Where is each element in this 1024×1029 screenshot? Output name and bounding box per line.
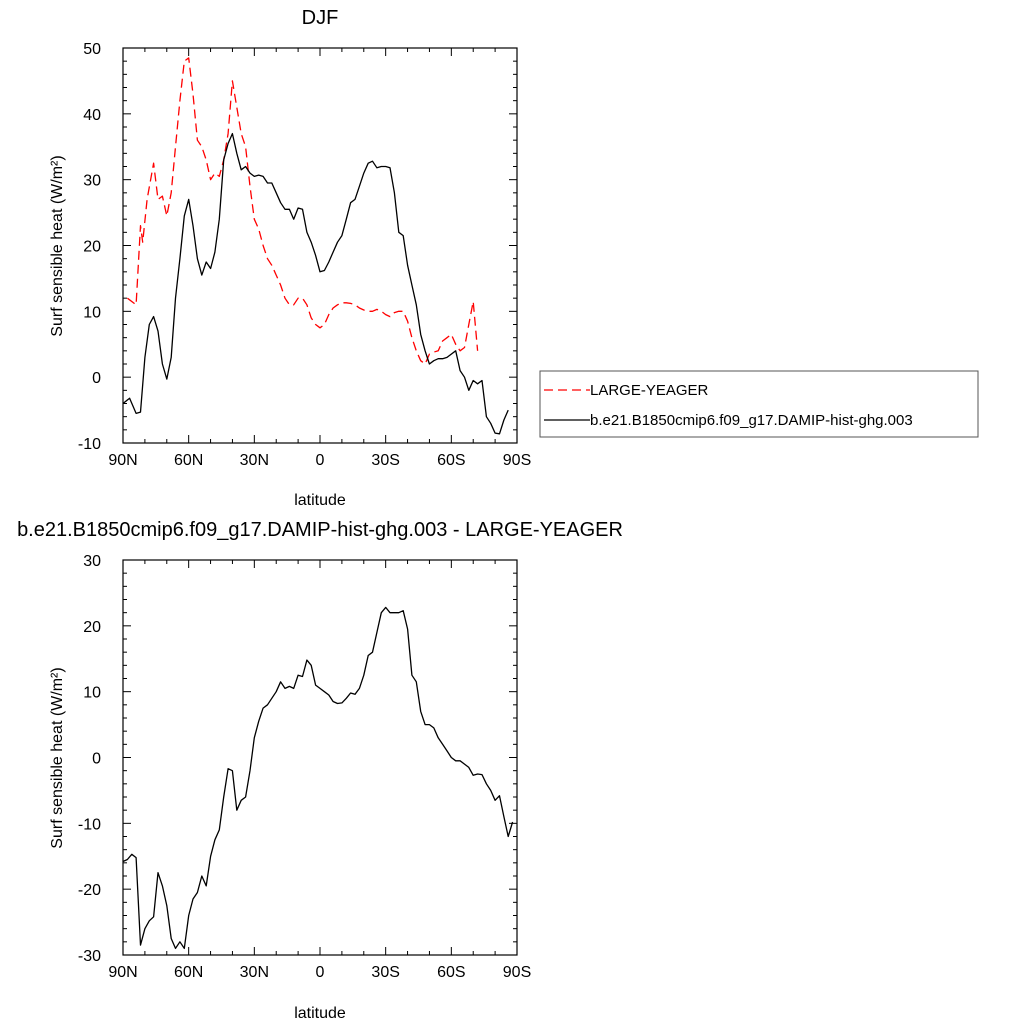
y-tick-label: -20 bbox=[78, 882, 101, 899]
y-tick-label: 0 bbox=[92, 751, 101, 768]
legend-box bbox=[539, 370, 979, 438]
chart-1-y-axis-label: Surf sensible heat (W/m²) bbox=[49, 155, 66, 336]
y-tick-label: 0 bbox=[92, 370, 101, 387]
x-tick-label: 0 bbox=[316, 452, 325, 469]
chart-2-plot: 90N 60N 30N 0 30S 60S 90S -30 -20 -10 0 10 20 30 bbox=[78, 553, 531, 981]
x-tick-label: 30N bbox=[240, 964, 269, 981]
y-tick-label: 20 bbox=[83, 619, 101, 636]
x-tick-label: 30N bbox=[240, 452, 269, 469]
chart-2-x-axis-label: latitude bbox=[294, 1005, 346, 1022]
y-tick-label: 10 bbox=[83, 685, 101, 702]
y-tick-label: 50 bbox=[83, 41, 101, 58]
plot-frame bbox=[122, 47, 518, 444]
x-tick-label: 0 bbox=[316, 964, 325, 981]
y-tick-label: -30 bbox=[78, 948, 101, 965]
chart-1-title: DJF bbox=[302, 7, 339, 29]
chart-1-x-axis-label: latitude bbox=[294, 492, 346, 509]
series-line-1 bbox=[127, 57, 479, 365]
y-tick-label: -10 bbox=[78, 436, 101, 453]
x-tick-label: 90S bbox=[503, 452, 531, 469]
series-line-2 bbox=[122, 132, 509, 435]
x-tick-label: 60N bbox=[174, 964, 203, 981]
y-tick-label: 40 bbox=[83, 107, 101, 124]
x-tick-label: 90N bbox=[108, 452, 137, 469]
x-tick-label: 60S bbox=[437, 452, 465, 469]
chart-2-y-axis-label: Surf sensible heat (W/m²) bbox=[49, 667, 66, 848]
x-tick-label: 30S bbox=[371, 964, 399, 981]
x-tick-label: 90S bbox=[503, 964, 531, 981]
y-tick-label: 10 bbox=[83, 304, 101, 321]
y-tick-label: -10 bbox=[78, 816, 101, 833]
y-tick-label: 30 bbox=[83, 173, 101, 190]
chart-1-plot: 90N 60N 30N 0 30S 60S 90S -10 0 10 20 30 40 50 bbox=[78, 41, 531, 469]
y-tick-label: 20 bbox=[83, 239, 101, 256]
chart-2-title: b.e21.B1850cmip6.f09_g17.DAMIP-hist-ghg.… bbox=[17, 519, 623, 541]
plot-frame bbox=[122, 559, 518, 956]
x-tick-label: 90N bbox=[108, 964, 137, 981]
series-line-1 bbox=[122, 606, 514, 950]
y-tick-label: 30 bbox=[83, 553, 101, 570]
x-tick-label: 60N bbox=[174, 452, 203, 469]
x-tick-label: 60S bbox=[437, 964, 465, 981]
legend-label-2: b.e21.B1850cmip6.f09_g17.DAMIP-hist-ghg.… bbox=[590, 412, 913, 429]
x-tick-label: 30S bbox=[371, 452, 399, 469]
chart-1-legend: LARGE-YEAGER b.e21.B1850cmip6.f09_g17.DAM… bbox=[539, 370, 979, 438]
legend-label-1: LARGE-YEAGER bbox=[590, 382, 709, 399]
